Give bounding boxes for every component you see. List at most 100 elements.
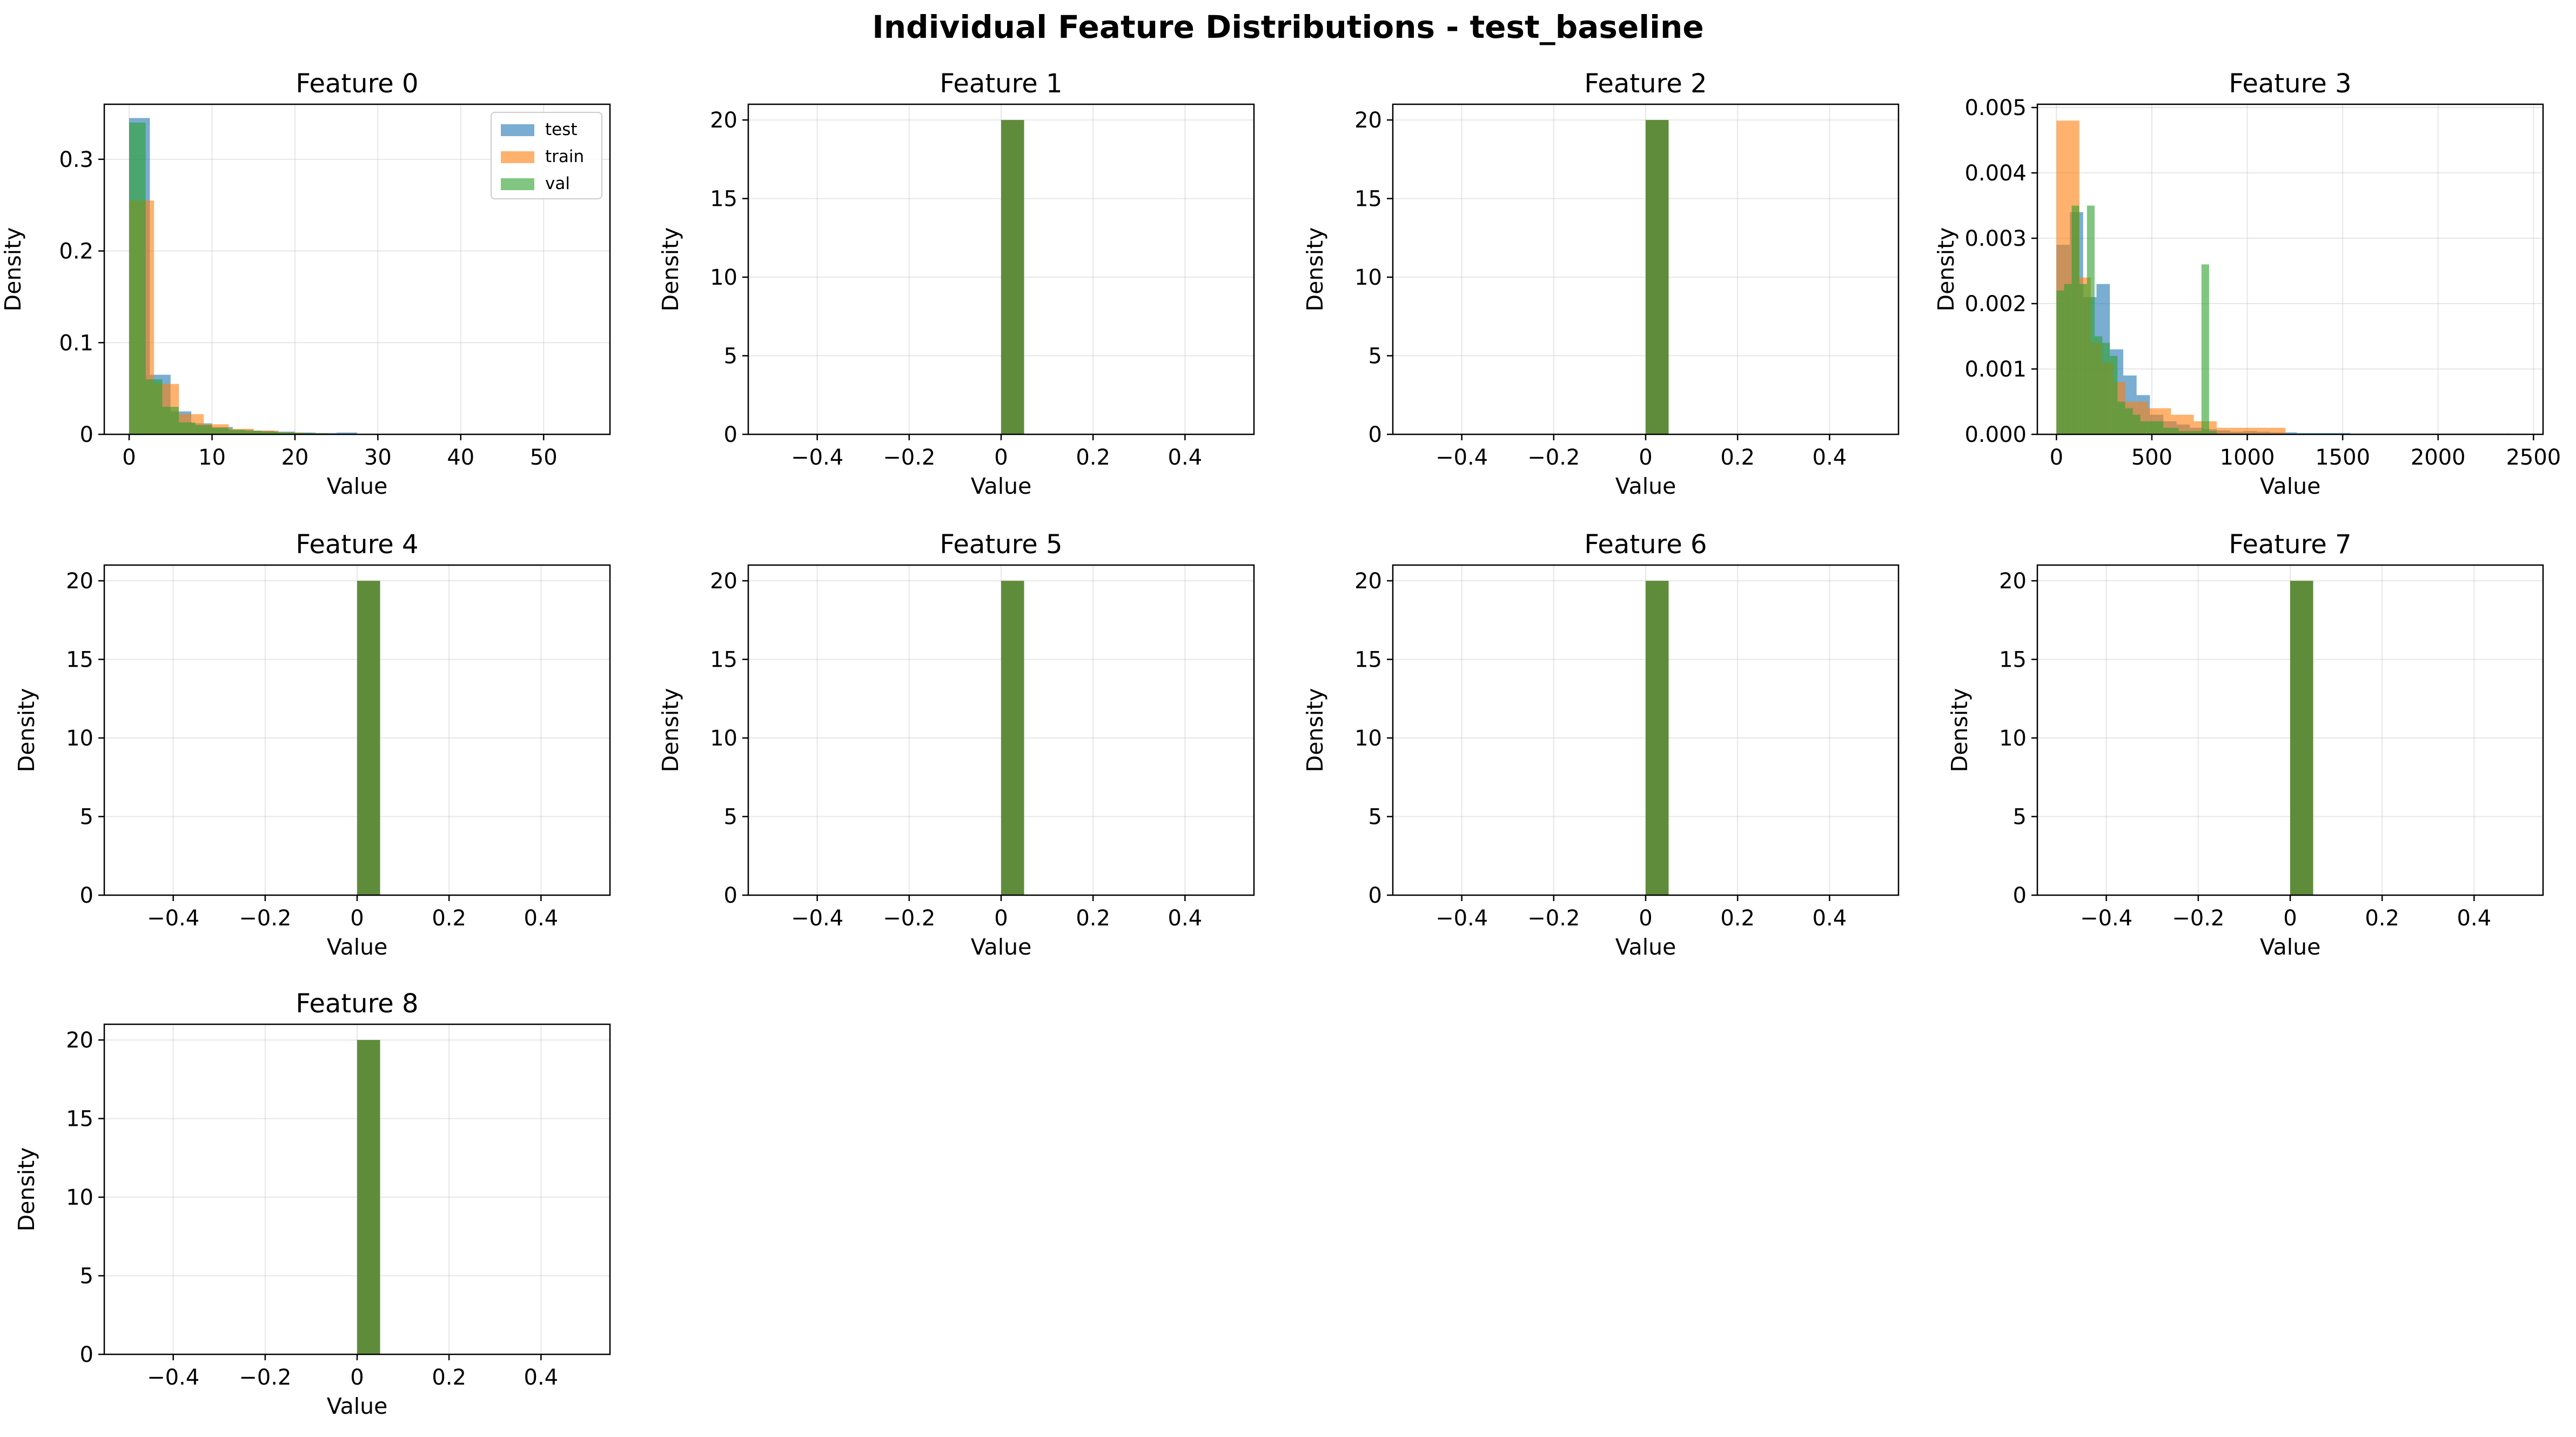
histogram-bar-val [145,379,163,434]
histogram-bar-test [2283,432,2297,434]
y-axis-label: Density [1302,688,1328,773]
histogram-bar-val [2071,205,2079,434]
x-tick-label: 0.4 [2457,906,2492,931]
y-axis-label: Density [14,688,39,773]
y-tick-label: 0 [80,883,93,908]
x-tick-label: −0.2 [239,906,291,931]
histogram-bar-val [2209,431,2217,434]
y-tick-label: 0 [724,883,737,908]
x-tick-label: 20 [281,445,308,470]
histogram-bar-val [212,428,229,434]
histogram-bar-val [2079,284,2087,434]
x-axis-label: Value [327,473,388,499]
y-tick-label: 15 [1354,187,1382,212]
subplot-feature-3: 0 500 1000 1500 2000 2500 0.000 0.001 0.002 0.003… [1933,69,2561,499]
y-tick-label: 0.002 [1964,292,2027,317]
legend-swatch-train [501,151,534,163]
histogram-bar-val [2178,431,2186,434]
subplot-title: Feature 3 [2229,69,2351,99]
histogram-bar-train [2239,427,2251,434]
x-tick-label: 0 [1639,445,1652,470]
histogram-bar-train [2262,427,2274,434]
y-tick-label: 5 [1369,805,1382,830]
subplot-title: Feature 5 [940,529,1062,560]
subplot-title: Feature 1 [940,69,1062,99]
histogram-bar-val [195,425,212,434]
y-tick-label: 5 [80,1264,93,1289]
x-tick-label: 0.2 [1076,906,1110,931]
x-tick-label: −0.2 [883,906,935,931]
x-tick-label: 0.4 [1168,906,1203,931]
subplot-feature-7: −0.4 −0.2 0 0.2 0.4 0 5 10 15 20 Feature 7 Value Den… [1947,529,2544,960]
y-tick-label: 20 [710,569,737,594]
y-tick-label: 0.001 [1964,357,2027,382]
histogram-bar-overlap [2290,581,2313,895]
y-tick-label: 0.3 [59,147,93,172]
y-tick-label: 15 [66,648,93,673]
x-tick-label: −0.2 [883,445,935,470]
y-tick-label: 20 [710,108,737,133]
y-tick-label: 0.000 [1964,422,2027,447]
histogram-bar-val [2163,427,2171,434]
x-tick-label: −0.4 [791,906,843,931]
y-tick-label: 0 [80,1342,93,1367]
x-tick-label: 500 [2131,445,2172,470]
y-tick-label: 15 [710,648,737,673]
histogram-bar-val [129,122,146,434]
histogram-bar-val [2102,343,2110,434]
legend: test train val [491,112,602,199]
y-axis-label: Density [1302,227,1328,312]
x-tick-label: 0.4 [524,1365,559,1390]
x-tick-label: −0.2 [239,1365,291,1390]
x-tick-label: 0.4 [1813,906,1847,931]
histogram-bar-val [2132,414,2141,434]
histogram-bar-val [2087,205,2095,434]
y-tick-label: 15 [1999,648,2027,673]
subplot-feature-2: −0.4 −0.2 0 0.2 0.4 0 5 10 15 20 Feature 2 Value Den… [1302,69,1900,499]
x-axis-label: Value [1615,934,1676,960]
y-tick-label: 10 [710,726,737,751]
histogram-bar-overlap [357,581,380,895]
histogram-bar-val [2094,336,2103,434]
y-axis-label: Density [1933,227,1959,312]
histogram-bar-val [2155,421,2164,434]
y-tick-label: 10 [1999,726,2027,751]
histogram-bar-val [2186,431,2194,434]
x-tick-label: 0.4 [1168,445,1203,470]
subplot-title: Feature 2 [1584,69,1707,99]
x-tick-label: 10 [198,445,226,470]
histogram-bar-train [2182,414,2194,434]
x-tick-label: 1500 [2315,445,2370,470]
x-tick-label: 0.4 [524,906,559,931]
legend-swatch-test [501,124,534,136]
y-tick-label: 20 [66,569,93,594]
y-tick-label: 5 [80,805,93,830]
y-tick-label: 5 [1369,344,1382,369]
x-tick-label: 0 [350,1365,364,1390]
x-tick-label: 0 [2050,445,2063,470]
x-axis-label: Value [1615,473,1676,499]
y-tick-label: 0 [1369,422,1382,447]
subplot-feature-5: −0.4 −0.2 0 0.2 0.4 0 5 10 15 20 Feature 5 Value Den… [658,529,1255,960]
subplot-feature-8: −0.4 −0.2 0 0.2 0.4 0 5 10 15 20 Feature 8 Value Den… [14,989,611,1419]
x-tick-label: 50 [530,445,558,470]
y-tick-label: 10 [1354,265,1382,290]
y-tick-label: 20 [1354,108,1382,133]
subplot-feature-4: −0.4 −0.2 0 0.2 0.4 0 5 10 15 20 Feature 4 Value Den… [14,529,611,960]
legend-swatch-val [501,178,534,190]
y-axis-label: Density [14,1147,39,1232]
x-tick-label: 0 [122,445,136,470]
subplot-title: Feature 6 [1584,529,1707,560]
x-tick-label: −0.4 [147,906,199,931]
y-tick-label: 0 [2013,883,2027,908]
histogram-bar-val [2125,408,2133,434]
figure-title: Individual Feature Distributions - test_… [872,9,1703,45]
histogram-bar-overlap [1646,120,1669,435]
x-axis-label: Value [327,934,388,960]
x-tick-label: 2500 [2506,445,2561,470]
y-tick-label: 20 [1999,569,2027,594]
histogram-bar-val [2117,401,2125,434]
histogram-bar-val [179,422,196,434]
x-tick-label: 0.2 [432,1365,466,1390]
x-tick-label: 0.2 [432,906,466,931]
